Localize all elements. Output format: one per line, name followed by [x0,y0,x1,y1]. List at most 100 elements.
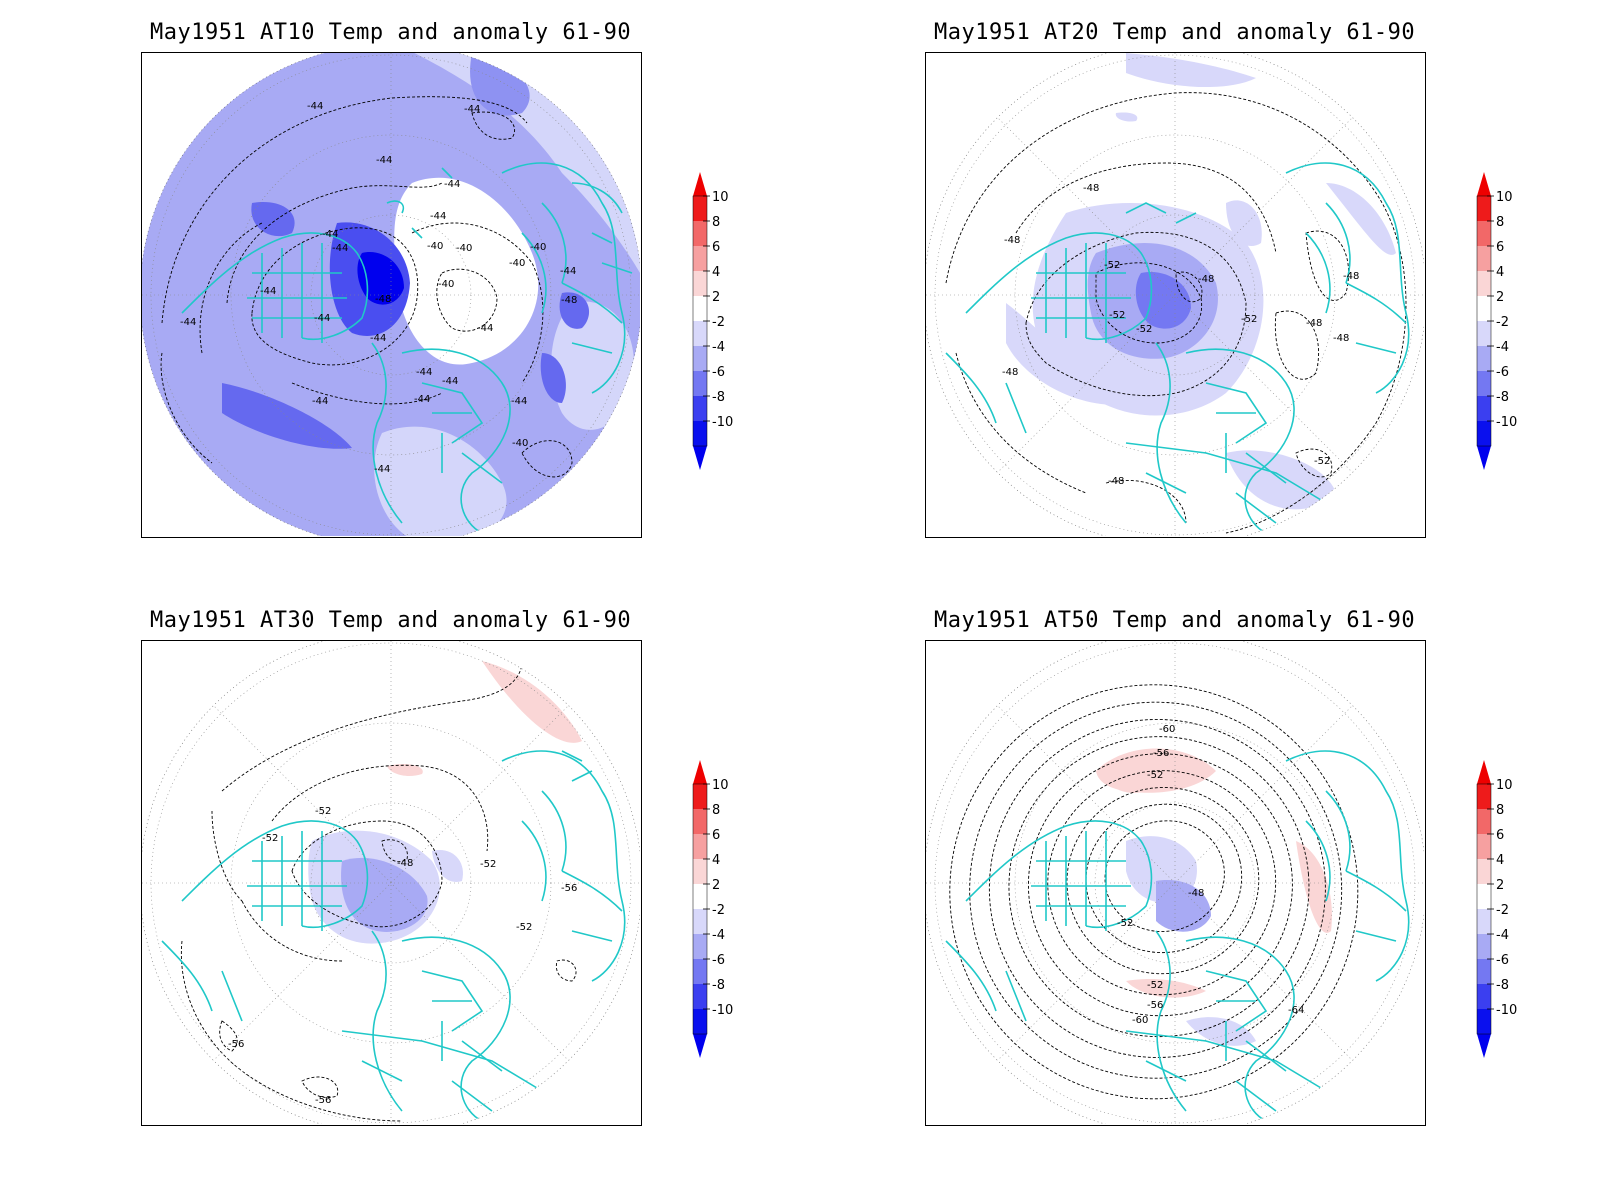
colorbar-label: 4 [1496,265,1504,280]
colorbar-segment [1477,346,1491,371]
contour-ring [988,719,1326,1058]
colorbar-label: 2 [1496,290,1504,305]
colorbar-segment [1477,396,1491,421]
contour-label: -44 [416,367,432,378]
contour-label: -56 [561,883,577,894]
contour-label: -52 [1117,918,1133,929]
colorbar-label: -6 [1496,365,1509,380]
contour-label: -52 [262,833,278,844]
colorbar-label: -2 [712,315,725,330]
colorbar-segment [693,346,707,371]
map-at10: -44 -44 -44 -44 -44 -44 -44 -48 -44 -44 … [141,52,642,538]
contour-label: -44 [374,464,390,475]
contour-label: -56 [315,1095,331,1106]
weak-anomaly [1115,112,1138,122]
contour-labels: -60 -56 -52 -48 -52 -52 -56 -60 -64 [1117,724,1304,1026]
contour-label: -48 [1198,274,1214,285]
colorbar-label: -6 [712,953,725,968]
contour-label: -40 [530,242,546,253]
weak-anomaly [1126,53,1256,88]
colorbar-svg: 10 8 6 4 2 -2 -4 -6 -8 -10 [692,172,733,470]
colorbar-segment [693,421,707,446]
contour-label: -52 [1104,260,1120,271]
colorbar-label: -2 [1496,315,1509,330]
colorbar-label: -8 [712,390,725,405]
temperature-contours [180,660,577,1122]
colorbar-label: 4 [712,265,720,280]
contour-label: -52 [1241,314,1257,325]
colorbar-segment [1477,834,1491,859]
colorbar-label: 8 [1496,803,1504,818]
contour-ring [949,684,1359,1100]
colorbar-segment [693,296,707,321]
colorbar-label: 6 [712,240,720,255]
colorbar-label: 2 [712,878,720,893]
colorbar-tip-bottom [1477,446,1491,470]
colorbar-segment [1477,959,1491,984]
strong-anomaly [251,202,295,237]
colorbar-label: 4 [1496,853,1504,868]
colorbar-tip-top [693,172,707,196]
colorbar-segment [1477,321,1491,346]
contour-labels: -52 -52 -48 -52 -56 -52 -56 -56 [228,806,577,1106]
colorbar-svg: 10 8 6 4 2 -2 -4 -6 -8 -10 [1476,760,1517,1058]
colorbar-segment [693,271,707,296]
colorbar-label: -8 [712,978,725,993]
contour-label: -48 [1108,476,1124,487]
contour-label: -44 [180,317,196,328]
contour-ring [1066,787,1260,975]
strong-anomaly [540,353,566,403]
colorbar-segment [1477,421,1491,446]
contour-label: -44 [332,243,348,254]
moderate-anomaly [341,857,428,932]
warm-anomaly [387,763,423,777]
contour-label: -48 [1306,318,1322,329]
warm-anomaly [1296,841,1332,933]
contour-label: -52 [315,806,331,817]
colorbar-label: -6 [712,365,725,380]
lat-lon-grid [926,641,1424,1124]
contour-label: -56 [1153,748,1169,759]
colorbar-tip-top [1477,760,1491,784]
contour-label: -52 [1147,980,1163,991]
contour-label: -44 [307,101,323,112]
colorbar-outline [1476,195,1492,447]
colorbar-outline [692,783,708,1035]
panel-title: May1951 AT20 Temp and anomaly 61-90 [934,20,1416,45]
colorbar-segment [1477,784,1491,809]
contour-label: -48 [1343,271,1359,282]
contour-label: -48 [561,295,577,306]
colorbar-segment [693,809,707,834]
colorbar-label: 2 [1496,878,1504,893]
colorbar-segment [693,321,707,346]
coastlines [161,750,626,1122]
colorbar-label: -6 [1496,953,1509,968]
contour-label: -44 [560,266,576,277]
map-at20: -48 -48 -52 -48 -52 -52 -52 -48 -48 -48 … [925,52,1426,538]
contour-labels: -48 -48 -52 -48 -52 -52 -52 -48 -48 -48 … [1002,183,1359,487]
warm-anomaly [1106,771,1156,793]
contour-label: -52 [1147,770,1163,781]
colorbar-tip-bottom [1477,1034,1491,1058]
colorbar-segment [693,371,707,396]
colorbar-segment [693,834,707,859]
colorbar-tip-bottom [693,446,707,470]
weak-anomaly [1186,1017,1256,1046]
colorbar-svg: 10 8 6 4 2 -2 -4 -6 -8 -10 [692,760,733,1058]
panel-title: May1951 AT30 Temp and anomaly 61-90 [150,608,632,633]
contour-label: -44 [444,179,460,190]
colorbar-segment [693,246,707,271]
contour-label: -48 [397,858,413,869]
strong-anomaly [559,292,590,329]
colorbar-svg: 10 8 6 4 2 -2 -4 -6 -8 -10 [1476,172,1517,470]
colorbar: 10 8 6 4 2 -2 -4 -6 -8 -10 [1474,760,1534,1058]
contour-label: -52 [480,859,496,870]
colorbar-segment [1477,271,1491,296]
colorbar-segment [693,884,707,909]
colorbar-label: -8 [1496,978,1509,993]
map-at50-svg: -60 -56 -52 -48 -52 -52 -56 -60 -64 [926,641,1424,1124]
coastlines [945,750,1410,1122]
colorbar-segment [1477,246,1491,271]
contour-label: -40 [509,258,525,269]
colorbar-label: 10 [712,778,729,793]
